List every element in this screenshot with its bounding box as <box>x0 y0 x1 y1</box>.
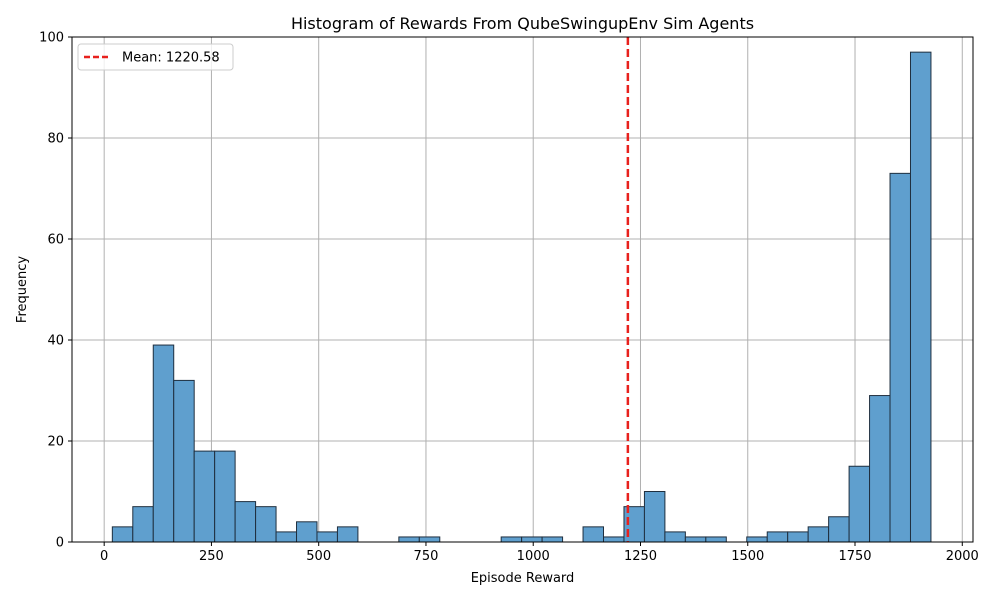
histogram-bar <box>193 450 216 543</box>
histogram-bar <box>214 450 236 543</box>
histogram-bar <box>296 521 318 543</box>
histogram-bar <box>234 501 257 543</box>
x-tick-label: 1250 <box>624 549 657 564</box>
y-tick-label: 80 <box>47 132 64 147</box>
histogram-bar <box>766 531 789 543</box>
x-tick-label: 750 <box>414 549 439 564</box>
histogram-bar <box>111 526 134 543</box>
histogram-bar <box>500 536 523 543</box>
chart-title: Histogram of Rewards From QubeSwingupEnv… <box>291 14 754 33</box>
x-axis-label: Episode Reward <box>471 571 575 586</box>
histogram-bar <box>643 491 666 543</box>
legend: Mean: 1220.58 <box>77 43 234 71</box>
y-tick-label: 60 <box>47 233 64 248</box>
x-tick-label: 250 <box>199 549 224 564</box>
histogram-bar <box>521 536 543 543</box>
histogram-bar <box>398 536 420 543</box>
histogram-bar <box>336 526 359 543</box>
x-tick-label: 1000 <box>517 549 550 564</box>
histogram-bar <box>603 536 625 543</box>
plot-frame <box>71 36 974 543</box>
histogram-bar <box>275 531 298 543</box>
x-tick-label: 0 <box>100 549 108 564</box>
histogram-bar <box>664 531 686 543</box>
y-tick-label: 20 <box>47 435 64 450</box>
y-axis-ticks: 0 20 40 60 80 100 <box>39 31 72 551</box>
histogram-bar <box>787 531 809 543</box>
y-tick-label: 40 <box>47 334 64 349</box>
histogram-bar <box>582 526 605 543</box>
x-tick-label: 500 <box>306 549 331 564</box>
histogram-bar <box>684 536 707 543</box>
histogram-bar <box>418 536 441 543</box>
histogram-bars <box>111 51 932 543</box>
y-axis-label: Frequency <box>15 256 30 323</box>
histogram-bar <box>909 51 932 543</box>
histogram-bar <box>848 465 871 543</box>
histogram-bar <box>541 536 564 543</box>
histogram-bar <box>152 344 175 543</box>
histogram-bar <box>705 536 727 543</box>
x-tick-label: 1750 <box>838 549 871 564</box>
histogram-bar <box>316 531 338 543</box>
histogram-bar <box>173 379 195 543</box>
y-tick-label: 100 <box>39 31 64 46</box>
histogram-bar <box>255 506 277 543</box>
histogram-bar <box>746 536 768 543</box>
histogram-bar <box>869 395 891 543</box>
x-tick-label: 1500 <box>731 549 764 564</box>
y-tick-label: 0 <box>56 536 64 551</box>
legend-box <box>77 43 234 71</box>
legend-mean-label: Mean: 1220.58 <box>122 51 220 66</box>
x-tick-label: 2000 <box>946 549 979 564</box>
histogram-bar <box>889 172 911 543</box>
histogram-bar <box>828 516 850 543</box>
histogram-bar <box>132 506 154 543</box>
x-axis-ticks: 0 250 500 750 1000 1250 1500 1750 2000 <box>100 542 979 564</box>
histogram-bar <box>807 526 830 543</box>
